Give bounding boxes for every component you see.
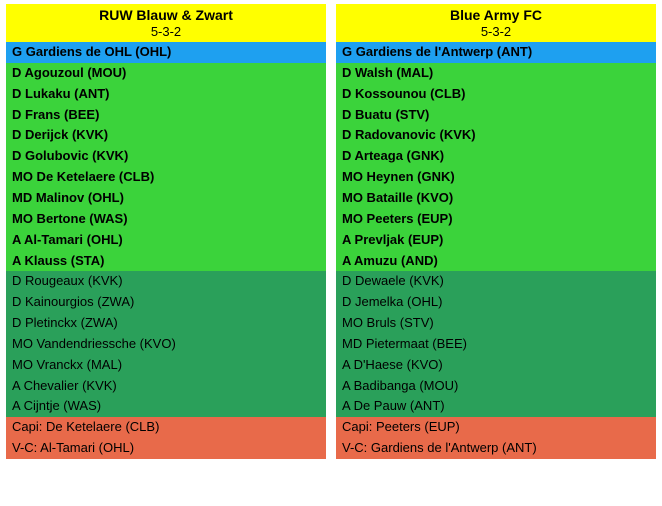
team-column-0: RUW Blauw & Zwart5-3-2G Gardiens de OHL …	[6, 4, 326, 459]
player-row-starter: A Prevljak (EUP)	[336, 230, 656, 251]
player-row-sub: D Pletinckx (ZWA)	[6, 313, 326, 334]
team-column-1: Blue Army FC5-3-2G Gardiens de l'Antwerp…	[336, 4, 656, 459]
player-row-sub: D Jemelka (OHL)	[336, 292, 656, 313]
team-name: Blue Army FC	[336, 6, 656, 24]
player-row-sub: D Dewaele (KVK)	[336, 271, 656, 292]
player-row-sub: MD Pietermaat (BEE)	[336, 334, 656, 355]
player-row-starter: MD Malinov (OHL)	[6, 188, 326, 209]
captain-row: V-C: Gardiens de l'Antwerp (ANT)	[336, 438, 656, 459]
player-row-starter: D Agouzoul (MOU)	[6, 63, 326, 84]
team-formation: 5-3-2	[6, 24, 326, 41]
player-row-sub: A D'Haese (KVO)	[336, 355, 656, 376]
player-row-starter: A Al-Tamari (OHL)	[6, 230, 326, 251]
player-row-sub: D Rougeaux (KVK)	[6, 271, 326, 292]
team-formation: 5-3-2	[336, 24, 656, 41]
player-row-starter: D Kossounou (CLB)	[336, 84, 656, 105]
captain-row: Capi: De Ketelaere (CLB)	[6, 417, 326, 438]
player-row-starter: D Frans (BEE)	[6, 105, 326, 126]
player-row-starter: MO De Ketelaere (CLB)	[6, 167, 326, 188]
player-row-starter: A Amuzu (AND)	[336, 251, 656, 272]
captain-row: V-C: Al-Tamari (OHL)	[6, 438, 326, 459]
player-row-gk: G Gardiens de OHL (OHL)	[6, 42, 326, 63]
lineup-container: RUW Blauw & Zwart5-3-2G Gardiens de OHL …	[6, 4, 656, 459]
player-row-starter: D Golubovic (KVK)	[6, 146, 326, 167]
player-row-starter: D Radovanovic (KVK)	[336, 125, 656, 146]
player-row-gk: G Gardiens de l'Antwerp (ANT)	[336, 42, 656, 63]
player-row-sub: A Cijntje (WAS)	[6, 396, 326, 417]
player-row-starter: A Klauss (STA)	[6, 251, 326, 272]
player-row-sub: MO Vandendriessche (KVO)	[6, 334, 326, 355]
player-row-starter: D Walsh (MAL)	[336, 63, 656, 84]
player-row-starter: D Buatu (STV)	[336, 105, 656, 126]
player-row-starter: MO Bertone (WAS)	[6, 209, 326, 230]
player-row-starter: MO Heynen (GNK)	[336, 167, 656, 188]
team-header: Blue Army FC5-3-2	[336, 4, 656, 42]
player-row-sub: A De Pauw (ANT)	[336, 396, 656, 417]
player-row-starter: D Derijck (KVK)	[6, 125, 326, 146]
player-row-starter: D Arteaga (GNK)	[336, 146, 656, 167]
player-row-starter: MO Bataille (KVO)	[336, 188, 656, 209]
player-row-sub: MO Vranckx (MAL)	[6, 355, 326, 376]
team-name: RUW Blauw & Zwart	[6, 6, 326, 24]
player-row-sub: A Chevalier (KVK)	[6, 376, 326, 397]
captain-row: Capi: Peeters (EUP)	[336, 417, 656, 438]
team-header: RUW Blauw & Zwart5-3-2	[6, 4, 326, 42]
player-row-sub: MO Bruls (STV)	[336, 313, 656, 334]
player-row-sub: D Kainourgios (ZWA)	[6, 292, 326, 313]
player-row-starter: D Lukaku (ANT)	[6, 84, 326, 105]
player-row-starter: MO Peeters (EUP)	[336, 209, 656, 230]
player-row-sub: A Badibanga (MOU)	[336, 376, 656, 397]
